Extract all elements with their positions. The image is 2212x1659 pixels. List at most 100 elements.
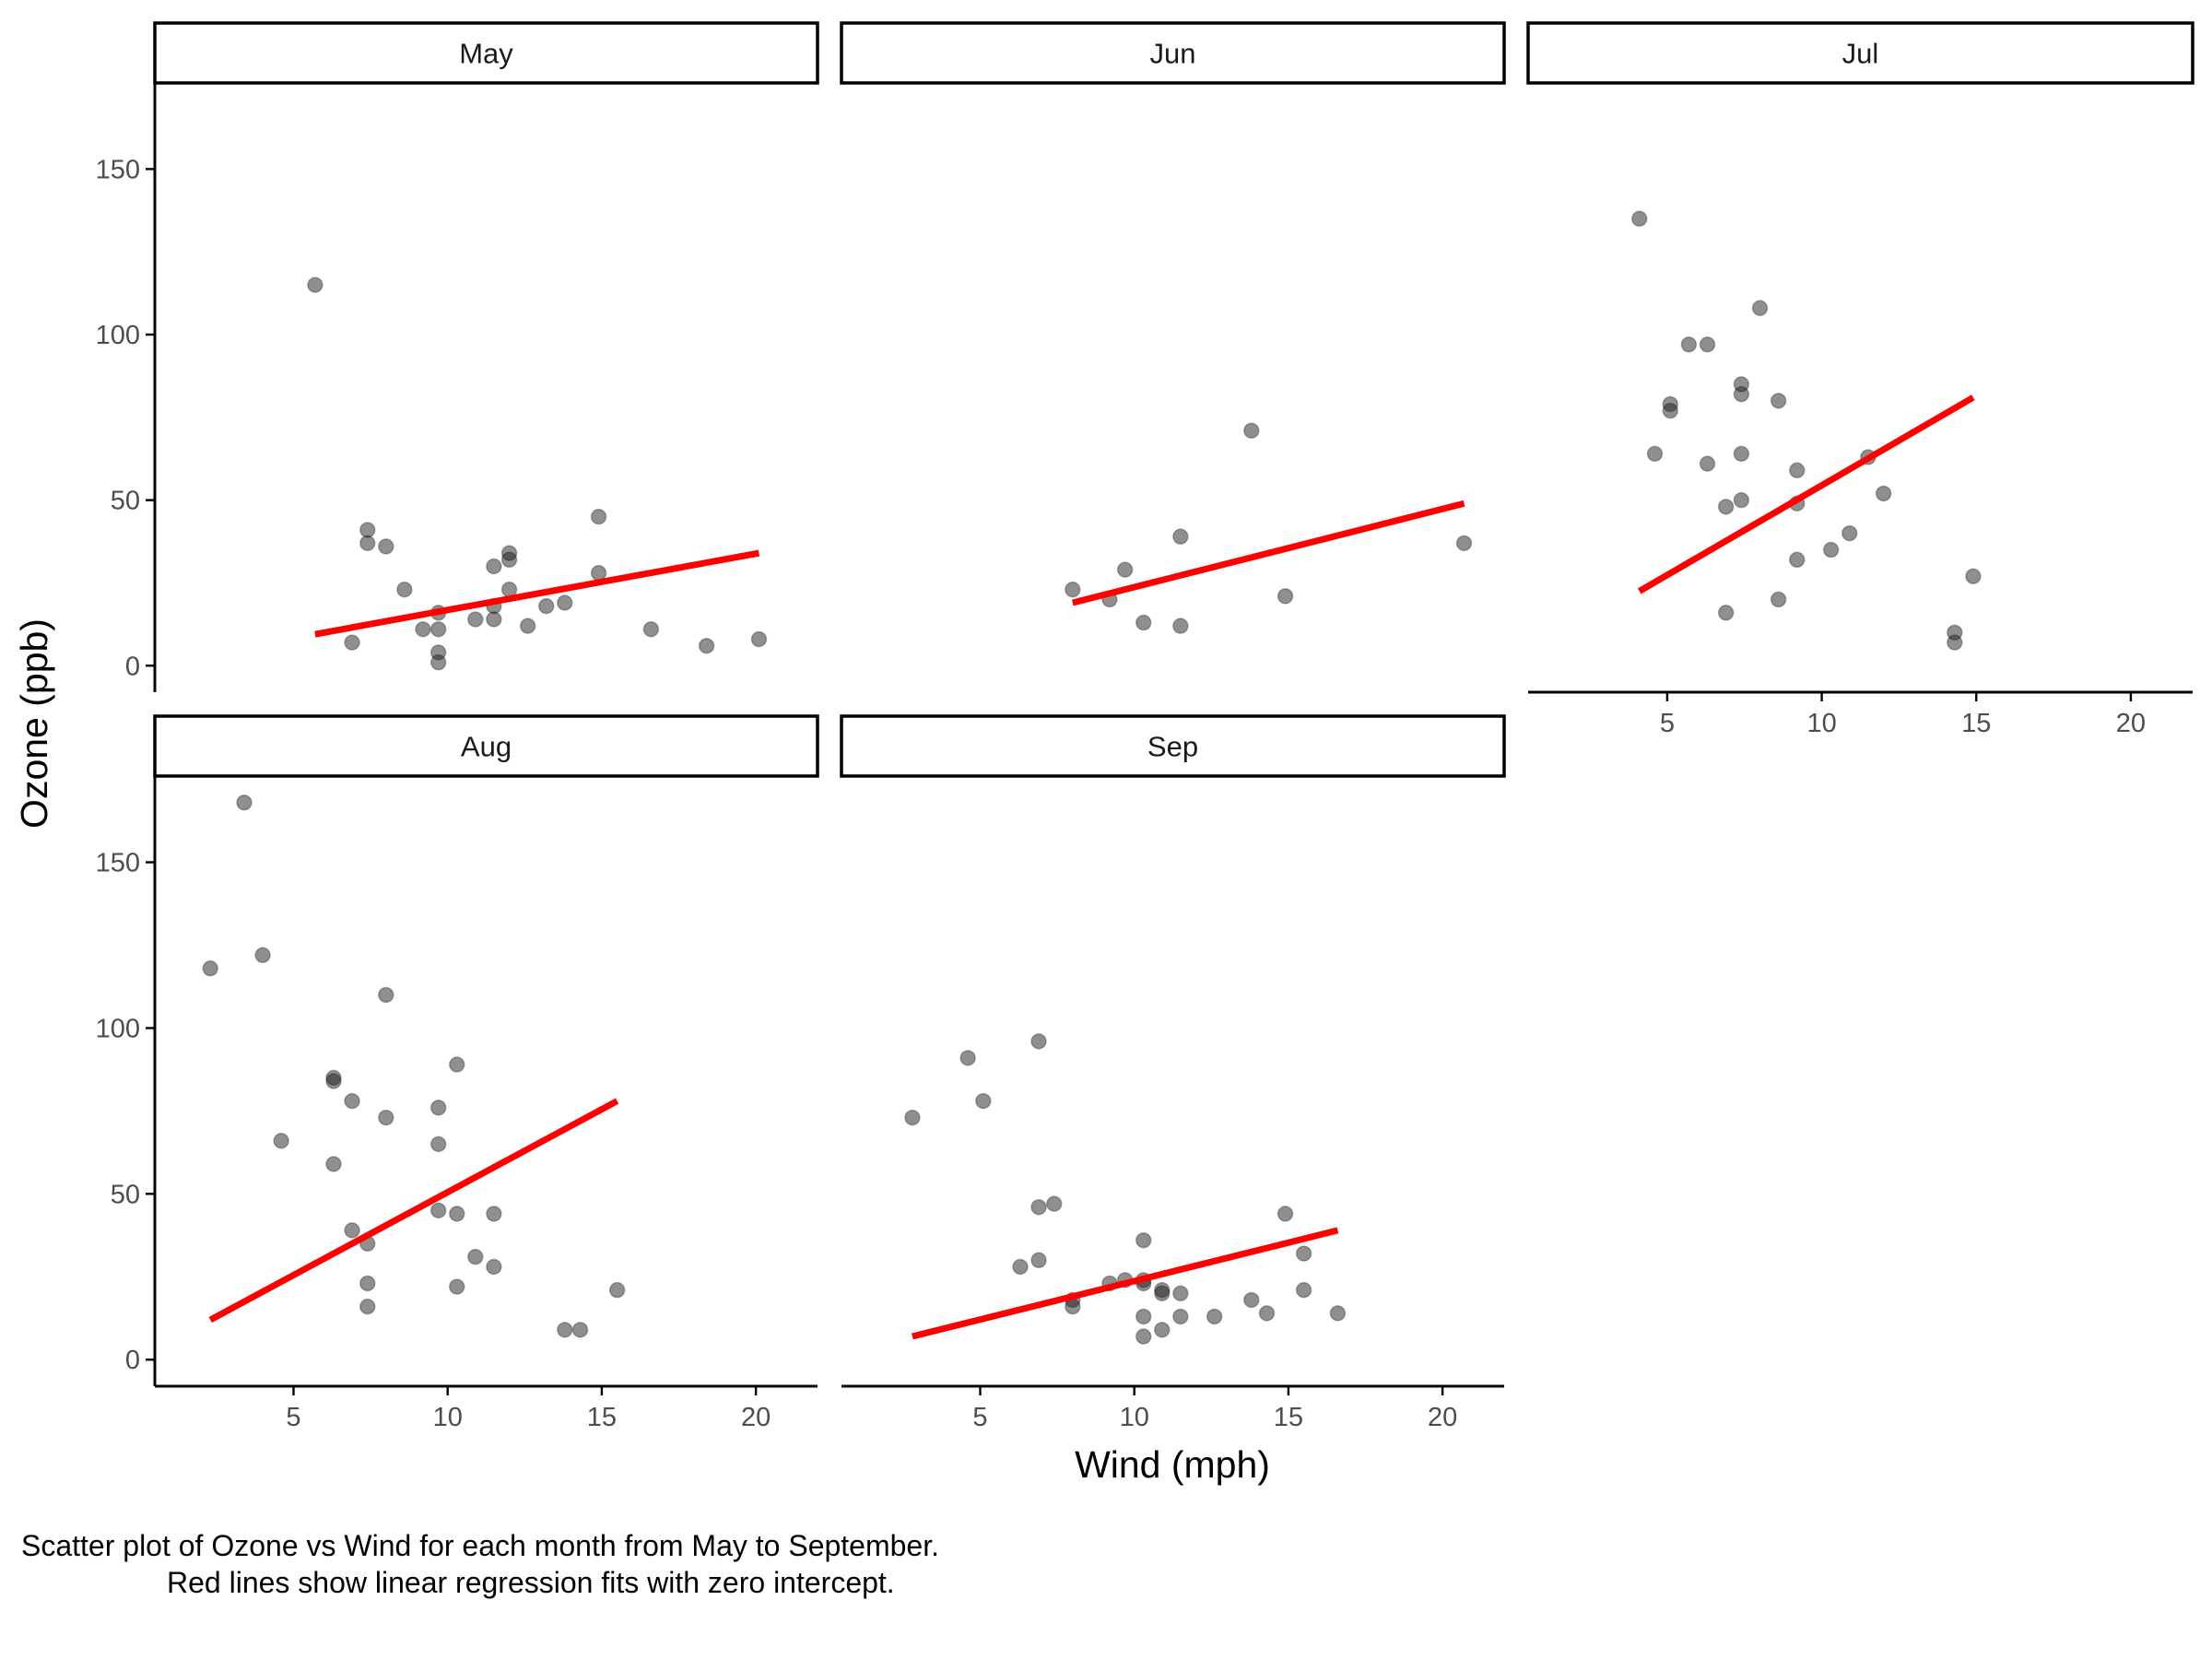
y-tick-label: 150 [96, 849, 140, 878]
x-tick-label: 10 [1806, 709, 1836, 738]
data-point [1172, 528, 1189, 545]
data-point [1135, 1308, 1152, 1325]
x-tick-label: 10 [1120, 1403, 1149, 1432]
data-point [1717, 605, 1735, 621]
x-tick-label: 20 [2116, 709, 2146, 738]
data-point [325, 1156, 342, 1172]
data-point [1789, 551, 1806, 569]
data-point [359, 522, 376, 538]
x-tick-label: 20 [741, 1403, 771, 1432]
data-point [1662, 402, 1679, 419]
x-tick-label: 15 [1274, 1403, 1303, 1432]
data-point [1030, 1252, 1047, 1269]
data-point [519, 618, 536, 634]
data-point [590, 508, 607, 525]
data-point [1733, 491, 1750, 509]
data-point [1116, 561, 1134, 578]
regression-line [1637, 394, 1975, 594]
data-point [1751, 300, 1769, 317]
data-point [1065, 1298, 1081, 1315]
facet-strip [153, 21, 819, 85]
regression-line [912, 1227, 1339, 1340]
x-tick-label: 20 [1428, 1403, 1457, 1432]
data-point [359, 1298, 376, 1315]
data-point [1154, 1285, 1171, 1302]
data-point [359, 1275, 376, 1292]
data-point [1045, 1195, 1063, 1212]
data-point [467, 611, 484, 628]
data-point [975, 1092, 992, 1110]
data-point [344, 1092, 360, 1110]
data-point [1789, 462, 1806, 479]
regression-line [1071, 500, 1465, 606]
facet-panel-jul: Jul 5 10 15 20 [1526, 21, 2194, 738]
regression-line [314, 549, 760, 638]
data-point [1135, 1328, 1152, 1345]
data-point [325, 1073, 342, 1089]
data-point [1875, 485, 1892, 502]
data-point [344, 634, 360, 651]
facet-strip [840, 714, 1506, 778]
data-point [608, 1281, 626, 1299]
facet-panel-aug: Aug 0 50 100 150 5 10 15 20 [96, 714, 819, 1432]
data-point [1277, 588, 1294, 605]
data-point [378, 1109, 394, 1126]
facet-strip [153, 714, 819, 778]
data-point [959, 1050, 976, 1066]
x-tick-label: 10 [433, 1403, 463, 1432]
data-point [1733, 445, 1750, 463]
data-point [1258, 1305, 1276, 1322]
facet-strip-label: Jul [1842, 38, 1879, 70]
data-point [1243, 422, 1260, 439]
data-point [1329, 1305, 1347, 1322]
data-point [202, 959, 218, 977]
y-tick-label: 50 [111, 487, 140, 516]
x-tick-label: 5 [972, 1403, 987, 1432]
caption-line-2: Red lines show linear regression fits wi… [167, 1566, 895, 1599]
data-point [396, 581, 413, 598]
facet-strip [1526, 21, 2194, 85]
data-point [429, 653, 447, 671]
data-point [273, 1133, 289, 1149]
data-point [1455, 535, 1473, 552]
data-point [1947, 634, 1963, 651]
data-point [1135, 614, 1152, 631]
x-tick-label: 5 [286, 1403, 300, 1432]
data-point [1065, 581, 1081, 598]
data-point [557, 1322, 573, 1338]
x-tick-label: 15 [587, 1403, 617, 1432]
data-point [1699, 336, 1716, 353]
data-point [1295, 1281, 1312, 1299]
data-point [904, 1109, 921, 1126]
data-point [429, 1202, 447, 1219]
data-point [448, 1278, 465, 1295]
data-point [1822, 541, 1840, 559]
data-point [415, 620, 431, 638]
data-point [378, 538, 394, 555]
data-point [698, 637, 715, 654]
facet-panel-may: May 0 50 100 150 [96, 21, 819, 692]
data-point [448, 1056, 465, 1073]
x-axis-title: Wind (mph) [1075, 1443, 1270, 1486]
data-point [429, 1135, 447, 1153]
data-point [571, 1322, 589, 1338]
data-point [1733, 385, 1750, 403]
data-point [1172, 618, 1189, 634]
x-tick-label: 15 [1961, 709, 1991, 738]
data-point [486, 1258, 502, 1276]
data-point [1243, 1291, 1260, 1309]
data-point [359, 535, 376, 552]
data-point [486, 1206, 502, 1222]
data-point [1770, 393, 1787, 409]
data-point [1030, 1033, 1047, 1050]
data-point [307, 276, 324, 293]
data-point [1699, 455, 1716, 472]
data-point [590, 564, 607, 582]
facet-strip-label: Aug [461, 731, 512, 763]
facet-panel-sep: Sep 5 10 15 20 [840, 714, 1506, 1432]
data-point [448, 1206, 465, 1222]
y-tick-label: 100 [96, 1014, 140, 1043]
facet-strip-label: Jun [1150, 38, 1196, 70]
data-point [1012, 1258, 1029, 1276]
